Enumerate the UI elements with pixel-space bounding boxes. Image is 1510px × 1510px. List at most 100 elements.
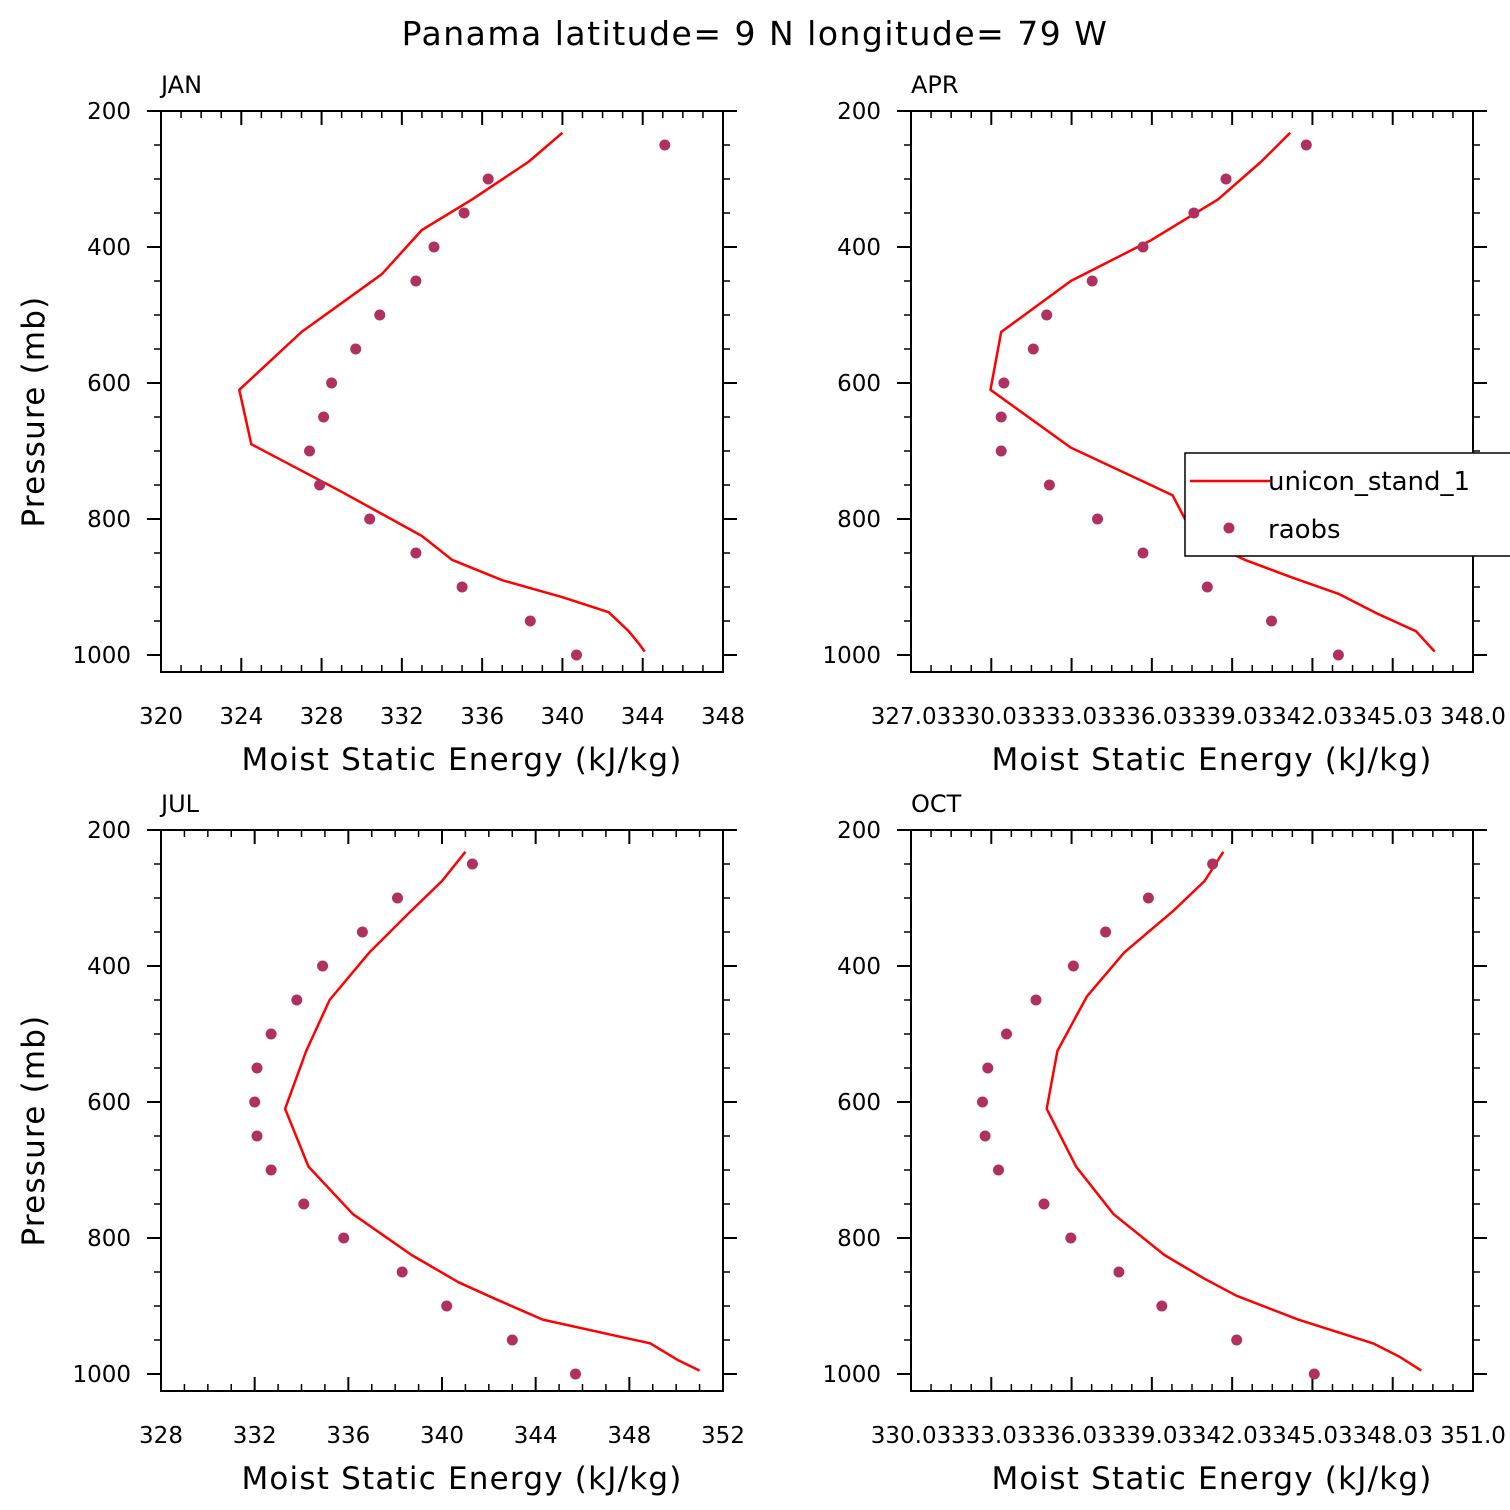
data-point-raobs: [458, 207, 470, 219]
data-point-raobs: [1027, 343, 1039, 355]
data-point-raobs: [995, 445, 1007, 457]
x-tick-label: 345.03: [1352, 704, 1432, 730]
data-point-raobs: [396, 1266, 408, 1278]
data-point-raobs: [298, 1198, 310, 1210]
panel-title: OCT: [911, 790, 962, 818]
x-tick-label: 348.0: [1440, 704, 1506, 730]
x-tick-label: 351.0: [1440, 1423, 1506, 1449]
data-point-raobs: [350, 343, 362, 355]
x-tick-label: 336: [460, 704, 504, 730]
data-point-raobs: [570, 1368, 581, 1380]
series-line-unicon_stand_1: [283, 851, 701, 1372]
data-point-raobs: [428, 241, 440, 253]
data-point-raobs: [456, 581, 468, 593]
data-point-raobs: [1043, 479, 1055, 491]
y-tick-label: 800: [837, 1226, 881, 1252]
data-point-raobs: [314, 479, 326, 491]
data-point-raobs: [1332, 649, 1344, 661]
legend-label-model: unicon_stand_1: [1268, 467, 1470, 497]
x-tick-label: 339.03: [1112, 1423, 1192, 1449]
y-tick-label: 1000: [72, 1362, 131, 1388]
x-tick-label: 320: [139, 704, 183, 730]
x-tick-label: 333.03: [951, 1423, 1031, 1449]
x-tick-label: 332: [233, 1423, 277, 1449]
x-tick-label: 333.03: [1031, 704, 1111, 730]
data-point-raobs: [1231, 1334, 1243, 1346]
data-point-raobs: [1041, 309, 1053, 321]
data-point-raobs: [356, 926, 368, 938]
y-axis-label: Pressure (mb): [16, 1015, 52, 1247]
x-tick-label: 348: [607, 1423, 651, 1449]
data-point-raobs: [338, 1232, 350, 1244]
panel-title: JAN: [159, 71, 202, 99]
x-tick-label: 324: [219, 704, 263, 730]
x-tick-label: 344: [621, 704, 665, 730]
y-tick-label: 400: [837, 954, 881, 980]
y-tick-label: 200: [87, 99, 131, 125]
figure-title: Panama latitude= 9 N longitude= 79 W: [402, 14, 1109, 53]
x-tick-label: 330.03: [871, 1423, 951, 1449]
data-point-raobs: [659, 139, 671, 151]
data-point-raobs: [1300, 139, 1312, 151]
legend-label-raobs: raobs: [1268, 515, 1341, 545]
plot-frame: [160, 110, 724, 673]
data-point-raobs: [326, 377, 338, 389]
data-point-raobs: [1137, 547, 1149, 559]
x-tick-label: 330.03: [951, 704, 1031, 730]
x-tick-label: 340: [420, 1423, 464, 1449]
data-point-raobs: [1067, 960, 1079, 972]
panel-oct: 330.03 333.03 336.03 339.03 342.03 345.03 348.…: [822, 790, 1505, 1497]
y-tick-label: 800: [87, 1226, 131, 1252]
y-axis-label: Pressure (mb): [16, 296, 52, 528]
data-point-raobs: [1030, 994, 1042, 1006]
x-tick-label: 348.03: [1352, 1423, 1432, 1449]
data-point-raobs: [466, 858, 478, 870]
series-line-unicon_stand_1: [989, 131, 1436, 653]
x-tick-label: 336.03: [1112, 704, 1192, 730]
x-tick-label: 336: [326, 1423, 370, 1449]
data-point-raobs: [571, 649, 582, 661]
data-point-raobs: [1156, 1300, 1168, 1312]
x-axis-label: Moist Static Energy (kJ/kg): [991, 742, 1432, 778]
data-point-raobs: [506, 1334, 518, 1346]
x-tick-label: 340: [540, 704, 584, 730]
data-point-raobs: [410, 547, 422, 559]
data-point-raobs: [1266, 615, 1277, 627]
data-point-raobs: [1100, 926, 1112, 938]
data-point-raobs: [982, 1062, 994, 1074]
data-point-raobs: [977, 1096, 988, 1108]
y-tick-label: 600: [87, 371, 131, 397]
x-tick-label: 342.03: [1192, 1423, 1272, 1449]
series-line-unicon_stand_1: [238, 131, 646, 653]
data-point-raobs: [1092, 513, 1103, 525]
y-tick-label: 600: [837, 1090, 881, 1116]
data-point-raobs: [374, 309, 386, 321]
y-tick-label: 400: [837, 235, 881, 261]
panel-jan: 320 324 328 332 336 340 344 348 200 400 600 800 1000…: [16, 71, 745, 778]
x-axis-label: Moist Static Energy (kJ/kg): [241, 742, 682, 778]
data-point-raobs: [998, 377, 1010, 389]
x-tick-label: 348: [701, 704, 745, 730]
data-point-raobs: [1201, 581, 1213, 593]
x-tick-label: 332: [380, 704, 424, 730]
data-point-raobs: [1142, 892, 1154, 904]
data-point-raobs: [1308, 1368, 1320, 1380]
x-tick-label: 327.03: [871, 704, 951, 730]
y-tick-label: 600: [87, 1090, 131, 1116]
panel-title: APR: [911, 71, 959, 99]
data-point-raobs: [251, 1062, 263, 1074]
data-point-raobs: [482, 173, 494, 185]
data-point-raobs: [995, 411, 1007, 423]
y-tick-label: 800: [87, 507, 131, 533]
data-point-raobs: [251, 1130, 263, 1142]
y-tick-label: 1000: [822, 643, 881, 669]
legend-dot-swatch: [1223, 522, 1235, 534]
data-point-raobs: [249, 1096, 261, 1108]
x-tick-label: 336.03: [1031, 1423, 1111, 1449]
x-tick-label: 342.03: [1272, 704, 1352, 730]
data-point-raobs: [1086, 275, 1098, 287]
panel-jul: 328 332 336 340 344 348 352 200 400 600 800 1000 JUL…: [16, 790, 745, 1497]
x-tick-label: 352: [701, 1423, 745, 1449]
